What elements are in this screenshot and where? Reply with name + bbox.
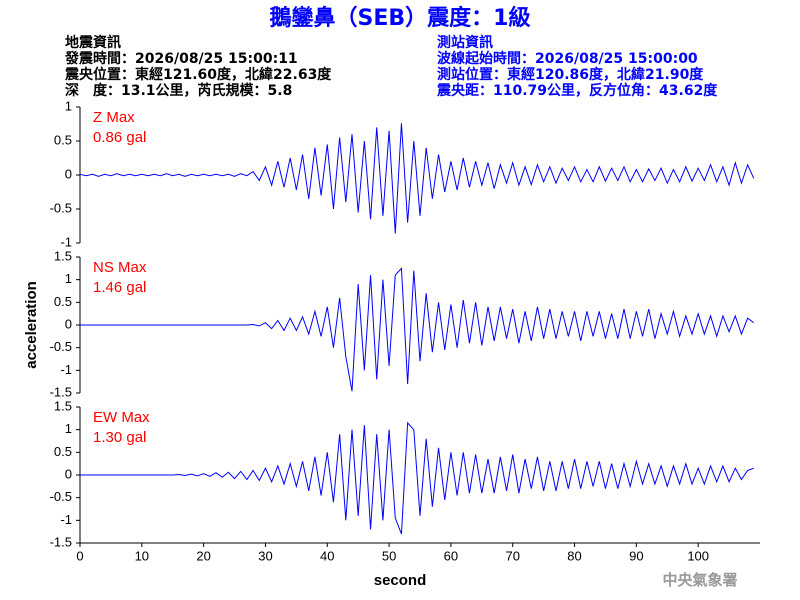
max-annotation: Z Max	[93, 109, 135, 126]
watermark: 中央氣象署	[662, 571, 737, 589]
max-annotation: 0.86 gal	[93, 129, 146, 146]
info-line: 地震資訊	[65, 34, 121, 51]
y-tick-label: 1	[65, 271, 72, 286]
y-tick-label: 0	[65, 166, 72, 181]
y-tick-label: 1	[65, 421, 72, 436]
x-tick-label: 30	[258, 548, 272, 563]
y-tick-label: -0.5	[50, 200, 72, 215]
y-tick-label: -1	[60, 234, 72, 249]
y-tick-label: 0.5	[54, 444, 72, 459]
max-annotation: NS Max	[93, 259, 147, 276]
x-tick-label: 70	[505, 548, 519, 563]
max-annotation: 1.46 gal	[93, 279, 146, 296]
y-tick-label: 0	[65, 466, 72, 481]
waveform	[80, 421, 754, 535]
info-line: 深 度：13.1公里，芮氏規模：5.8	[65, 82, 292, 99]
waveform	[80, 267, 755, 392]
y-tick-label: -0.5	[50, 339, 72, 354]
x-tick-label: 20	[196, 548, 210, 563]
max-annotation: 1.30 gal	[93, 429, 146, 446]
x-tick-label: 0	[76, 548, 83, 563]
max-annotation: EW Max	[93, 409, 150, 426]
y-tick-label: 1.5	[54, 248, 72, 263]
waveform	[79, 123, 755, 234]
y-tick-label: -0.5	[50, 489, 72, 504]
y-tick-label: -1.5	[50, 534, 72, 549]
x-tick-label: 100	[687, 548, 709, 563]
x-axis-label: second	[374, 572, 427, 589]
info-line: 震央距：110.79公里，反方位角：43.62度	[436, 82, 718, 99]
y-tick-label: 0	[65, 316, 72, 331]
y-tick-label: 0.5	[54, 294, 72, 309]
info-line: 震央位置：東經121.60度，北緯22.63度	[64, 66, 332, 83]
x-tick-label: 60	[444, 548, 458, 563]
info-line: 測站資訊	[437, 34, 493, 51]
title: 鵝鑾鼻（SEB）震度：1級	[270, 5, 531, 31]
y-tick-label: -1	[60, 362, 72, 377]
x-tick-label: 80	[567, 548, 581, 563]
info-line: 波線起始時間：2026/08/25 15:00:00	[437, 50, 698, 67]
x-tick-label: 50	[382, 548, 396, 563]
x-tick-label: 40	[320, 548, 334, 563]
y-tick-label: 1.5	[54, 398, 72, 413]
y-tick-label: 0.5	[54, 132, 72, 147]
info-line: 發震時間：2026/08/25 15:00:11	[64, 50, 298, 67]
y-axis-label: acceleration	[23, 281, 40, 369]
y-tick-label: -1	[60, 512, 72, 527]
info-line: 測站位置：東經120.86度，北緯21.90度	[437, 66, 704, 83]
y-tick-label: 1	[65, 98, 72, 113]
x-tick-label: 10	[135, 548, 149, 563]
x-tick-label: 90	[629, 548, 643, 563]
y-tick-label: -1.5	[50, 384, 72, 399]
